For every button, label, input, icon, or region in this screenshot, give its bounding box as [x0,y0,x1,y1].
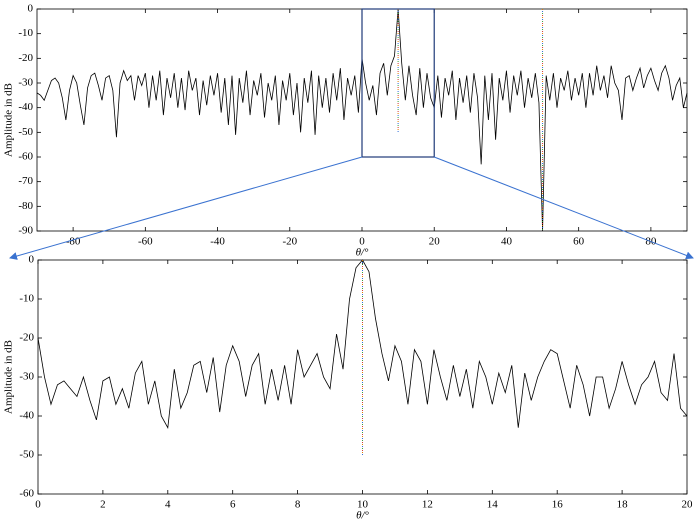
zoom-connector [434,156,694,260]
y-tick-label: -40 [19,410,34,422]
y-tick-label: -60 [19,488,34,500]
x-tick-label: -20 [282,236,297,248]
x-tick-label: 20 [682,499,694,511]
x-tick-label: -40 [210,236,225,248]
y-tick-label: -30 [19,371,34,383]
x-axis-label: θ/° [356,510,369,522]
x-tick-label: 0 [35,499,41,511]
x-tick-label: 40 [501,236,513,248]
y-tick-label: -30 [18,77,33,89]
y-tick-label: -20 [19,332,34,344]
x-tick-label: 60 [573,236,585,248]
x-tick-label: 20 [429,236,441,248]
x-tick-label: 18 [617,499,629,511]
y-tick-label: 0 [29,254,35,266]
x-tick-label: 16 [552,499,564,511]
x-tick-label: 14 [487,499,499,511]
x-tick-label: 4 [165,499,171,511]
x-tick-label: 10 [357,499,369,511]
y-tick-label: -40 [18,101,33,113]
y-tick-label: -10 [19,293,34,305]
zoom-connector [9,156,363,260]
y-tick-label: -60 [18,151,33,163]
y-tick-label: -50 [19,449,34,461]
x-tick-label: 8 [295,499,301,511]
x-axis-label: θ/° [356,247,369,259]
y-tick-label: -90 [18,225,33,237]
y-axis-label: Amplitude in dB [3,340,15,414]
y-tick-label: 0 [28,3,34,15]
x-tick-label: 6 [230,499,236,511]
y-tick-label: -20 [18,52,33,64]
y-tick-label: -10 [18,27,33,39]
x-tick-label: -60 [138,236,153,248]
x-tick-label: 2 [100,499,106,511]
x-tick-label: 0 [359,236,365,248]
y-axis-label: Amplitude in dB [3,83,15,157]
x-tick-label: 12 [422,499,433,511]
y-tick-label: -80 [18,200,33,212]
zoom-box [361,8,435,158]
y-tick-label: -70 [18,175,33,187]
y-tick-label: -50 [18,126,33,138]
